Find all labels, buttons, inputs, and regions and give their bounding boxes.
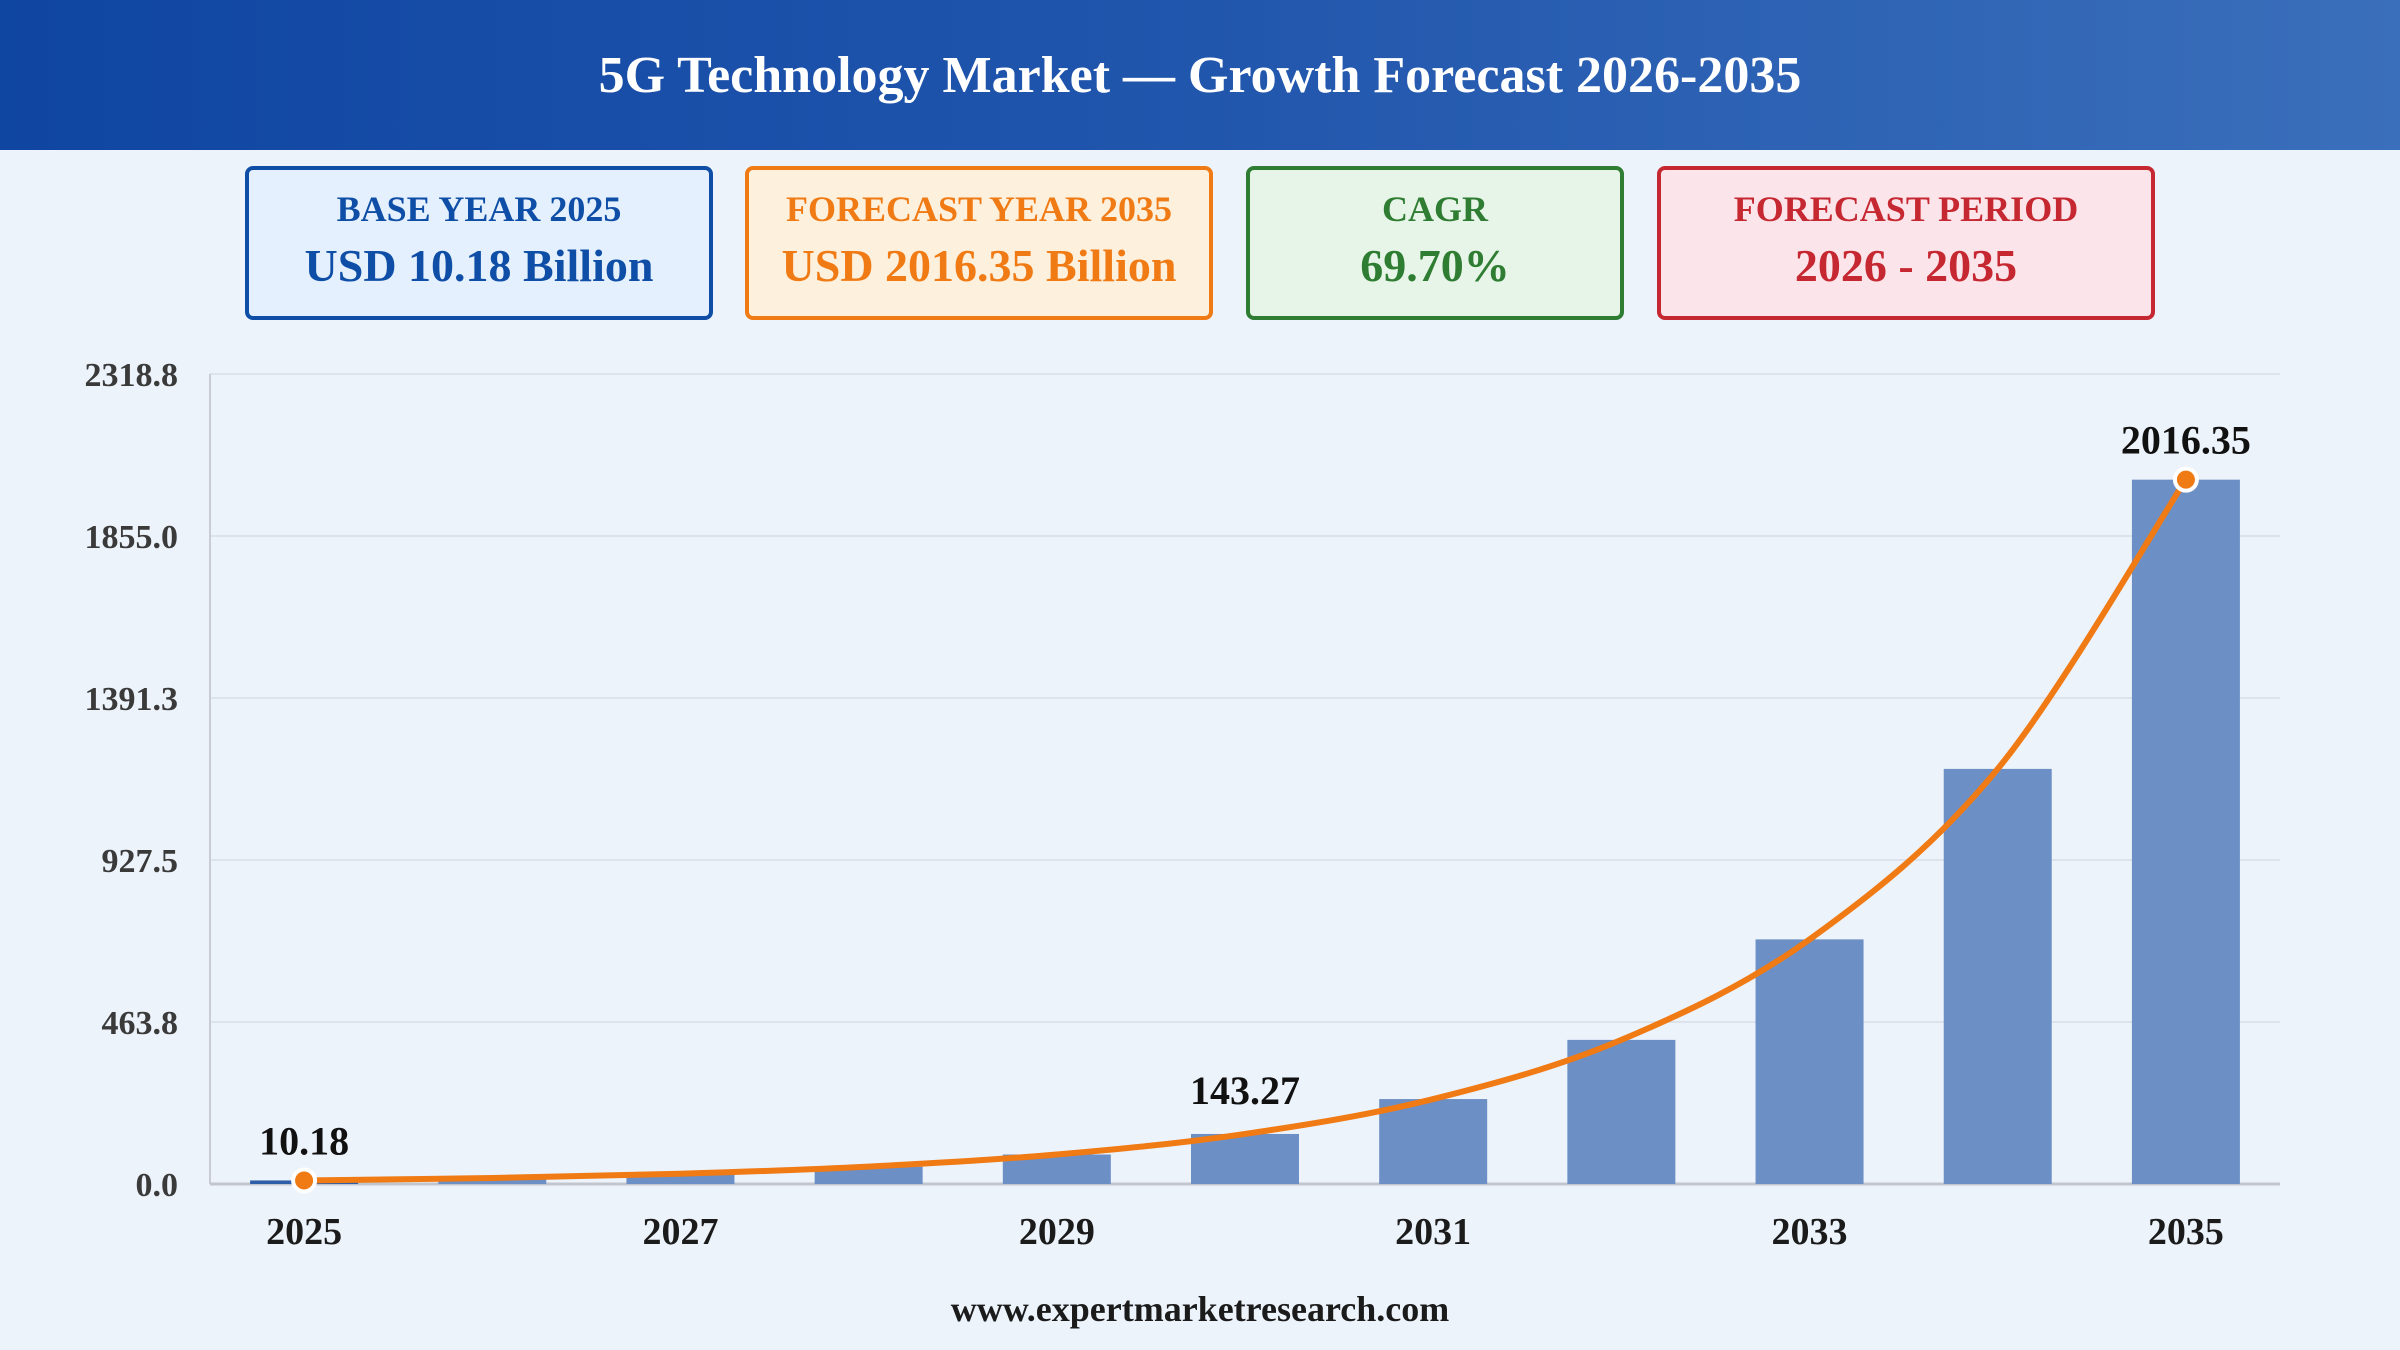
point-marker	[291, 1167, 318, 1194]
data-label: 143.27	[1190, 1068, 1300, 1113]
card-value: USD 10.18 Billion	[304, 239, 654, 291]
card-label: BASE YEAR 2025	[336, 189, 622, 230]
data-label: 10.18	[259, 1118, 349, 1163]
footer-url: www.expertmarketresearch.com	[950, 1289, 1450, 1329]
bar	[814, 1166, 923, 1184]
x-tick-label: 2031	[1395, 1211, 1471, 1253]
x-tick-label: 2033	[1772, 1211, 1848, 1253]
header-banner: 5G Technology Market — Growth Forecast 2…	[0, 0, 2400, 150]
card-label: FORECAST YEAR 2035	[785, 189, 1173, 230]
x-tick-label: 2035	[2148, 1211, 2224, 1253]
bar	[1191, 1133, 1299, 1184]
chart-area: 0.0 463.8 927.5 1391.3 1855.0 2318.8 2025 2027 2…	[0, 330, 2400, 1270]
y-tick-label: 0.0	[136, 1167, 179, 1204]
bar	[1943, 768, 2052, 1184]
card-value: USD 2016.35 Billion	[781, 239, 1177, 291]
card-cagr: CAGR 69.70%	[1246, 166, 1624, 320]
card-forecast-period: FORECAST PERIOD 2026 - 2035	[1657, 166, 2155, 320]
y-tick-label: 1391.3	[85, 681, 179, 718]
page-title: 5G Technology Market — Growth Forecast 2…	[598, 46, 1802, 104]
card-value: 2026 - 2035	[1794, 239, 2018, 291]
y-tick-label: 463.8	[102, 1005, 179, 1042]
x-tick-label: 2029	[1019, 1211, 1095, 1253]
card-label: FORECAST PERIOD	[1733, 189, 2079, 230]
x-tick-label: 2027	[642, 1211, 718, 1253]
card-value: 69.70%	[1360, 239, 1510, 291]
card-base-year: BASE YEAR 2025 USD 10.18 Billion	[245, 166, 713, 320]
card-label: CAGR	[1382, 189, 1488, 230]
bar	[438, 1177, 547, 1184]
card-forecast-year: FORECAST YEAR 2035 USD 2016.35 Billion	[745, 166, 1213, 320]
bar	[626, 1173, 735, 1184]
bar	[1567, 1039, 1676, 1184]
x-tick-label: 2025	[266, 1211, 342, 1253]
point-marker	[2172, 466, 2199, 493]
y-tick-label: 2318.8	[85, 357, 179, 394]
bar	[1379, 1099, 1488, 1184]
market-chart: 0.0 463.8 927.5 1391.3 1855.0 2318.8 2025 2027 2…	[85, 357, 2280, 1253]
bar	[1755, 939, 1864, 1184]
y-tick-label: 1855.0	[85, 519, 179, 556]
data-label: 2016.35	[2121, 418, 2251, 463]
trend-line	[301, 476, 2189, 1184]
y-tick-label: 927.5	[102, 843, 179, 880]
bar	[2131, 479, 2240, 1184]
